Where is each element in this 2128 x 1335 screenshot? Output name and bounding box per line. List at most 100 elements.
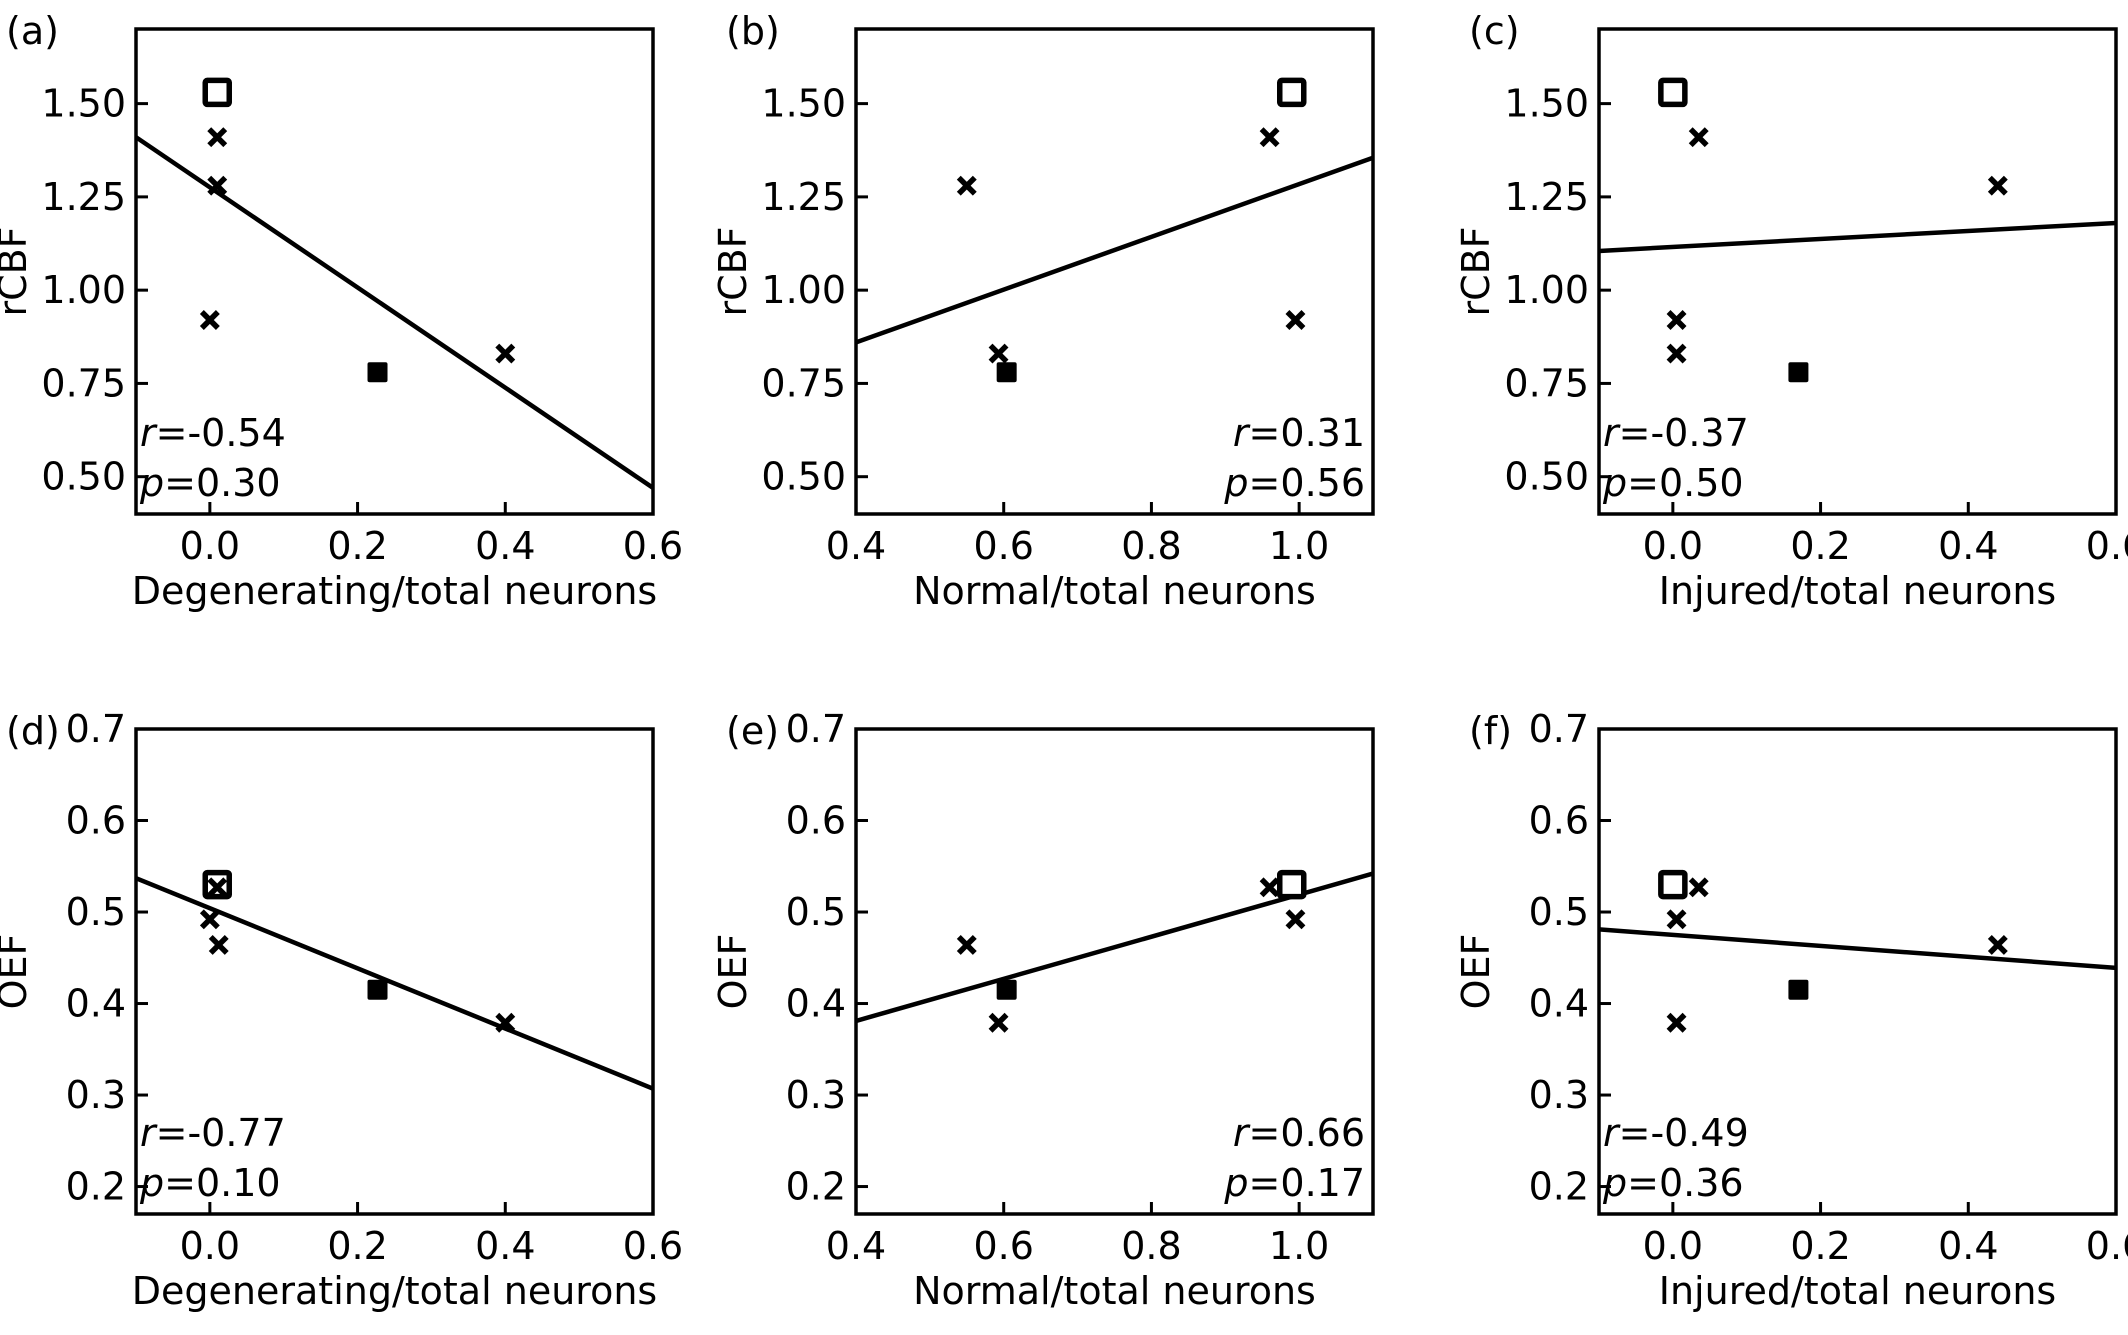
y-tick-label: 0.4 (786, 982, 846, 1026)
data-point-x (1666, 909, 1687, 930)
y-tick-label: 0.75 (761, 361, 846, 405)
panel-label: (c) (1469, 9, 1520, 53)
x-tick-label: 0.4 (475, 524, 535, 568)
x-tick-label: 0.4 (826, 524, 886, 568)
x-tick-label: 0.4 (1938, 524, 1998, 568)
panel-e: (e) 0.2 0.3 0.4 0.5 0.6 0.7 0.4 0.6 0.8 1.0Normal/… (711, 707, 1375, 1313)
data-point-open-square (202, 77, 232, 108)
y-tick-label: 0.75 (41, 361, 126, 405)
data-point-x (1259, 127, 1280, 148)
p-value-label: p=0.50 (1602, 461, 1744, 505)
p-value-label: p=0.10 (139, 1161, 281, 1205)
data-point-x (956, 175, 977, 196)
panel-d: (d)0.20.30.40.50.60.70.0 0.2 0.4 0.6Degener… (0, 707, 683, 1313)
y-tick-label: 1.50 (761, 82, 846, 126)
x-tick-label: 0.8 (1121, 524, 1181, 568)
panel-label: (f) (1469, 709, 1512, 753)
r-value-label: r=0.31 (1233, 411, 1365, 455)
x-tick-label: 0.8 (1121, 1224, 1181, 1268)
data-point-x (1259, 877, 1280, 898)
panel-c: (c) 0.50 0.75 1.00 1.25 1.50 0.0 0.2 0.4 0.6 Injur… (1454, 9, 2128, 613)
x-tick-label: 0.6 (973, 1224, 1033, 1268)
y-tick-label: 0.3 (1529, 1073, 1589, 1117)
y-axis-label: rCBF (0, 226, 35, 316)
y-axis-label: rCBF (1454, 226, 1498, 316)
y-tick-label: 0.5 (1529, 890, 1589, 934)
x-axis-label: Injured/total neurons (1659, 1269, 2056, 1313)
x-tick-label: 0.2 (1790, 524, 1850, 568)
data-point-x (1285, 909, 1306, 930)
data-point-x (1666, 343, 1687, 364)
x-tick-label: 0.0 (180, 1224, 240, 1268)
data-point-x (208, 935, 229, 955)
panel-f: (f) 0.2 0.3 0.4 0.5 0.6 0.7 0.0 0.2 0.4 0.6 Injured… (1454, 707, 2128, 1313)
data-point-open-square (1277, 77, 1307, 108)
panel-a: (a) 0.50 0.75 1.00 1.25 1.50 0.0 0.2 0.4 0.6Degen… (0, 9, 683, 613)
x-tick-label: 0.2 (327, 1224, 387, 1268)
x-axis-label: Degenerating/total neurons (132, 1269, 657, 1313)
panel-b: (b) 0.50 0.75 1.00 1.25 1.50 0.4 0.6 0.8 1.0Norma… (711, 9, 1375, 613)
data-point-x (1666, 1012, 1687, 1033)
x-tick-label: 0.4 (1938, 1224, 1998, 1268)
x-tick-label: 0.6 (623, 1224, 683, 1268)
y-tick-label: 1.25 (761, 175, 846, 219)
data-point-x (207, 175, 228, 196)
data-point-x (1987, 175, 2008, 196)
r-value-label: r=-0.37 (1603, 411, 1749, 455)
y-tick-label: 0.7 (66, 707, 126, 751)
r-value-label: r=-0.77 (140, 1111, 286, 1155)
plot-frame (854, 27, 1375, 516)
x-axis-label: Normal/total neurons (913, 1269, 1316, 1313)
regression-line (136, 135, 653, 490)
x-tick-label: 1.0 (1269, 524, 1329, 568)
y-axis-label: rCBF (711, 226, 755, 316)
y-tick-label: 0.2 (1529, 1165, 1589, 1209)
y-tick-label: 0.6 (1529, 799, 1589, 843)
panel-label: (d) (6, 709, 60, 753)
x-axis-label: Degenerating/total neurons (132, 569, 657, 613)
x-tick-label: 1.0 (1269, 1224, 1329, 1268)
plot-frame (134, 27, 655, 516)
x-tick-label: 0.6 (973, 524, 1033, 568)
data-point-x (207, 877, 228, 898)
y-tick-label: 0.7 (786, 707, 846, 751)
panel-label: (e) (726, 709, 779, 753)
data-point-filled-square (996, 362, 1017, 383)
y-tick-label: 0.6 (786, 799, 846, 843)
regression-line (1599, 927, 2116, 971)
y-tick-label: 0.5 (786, 890, 846, 934)
y-tick-label: 0.4 (66, 982, 126, 1026)
x-axis-label: Injured/total neurons (1659, 569, 2056, 613)
y-tick-label: 1.25 (41, 175, 126, 219)
data-point-x (495, 1012, 516, 1033)
y-tick-label: 0.4 (1529, 982, 1589, 1026)
x-tick-label: 0.6 (2086, 1224, 2128, 1268)
x-tick-label: 0.4 (826, 1224, 886, 1268)
data-point-open-square (1277, 869, 1307, 900)
y-tick-label: 0.2 (66, 1165, 126, 1209)
y-axis-label: OEF (711, 934, 755, 1010)
r-value-label: r=0.66 (1233, 1111, 1365, 1155)
x-tick-label: 0.2 (1790, 1224, 1850, 1268)
data-point-x (988, 1012, 1009, 1033)
y-tick-label: 1.25 (1504, 175, 1589, 219)
data-point-x (1666, 310, 1687, 330)
x-tick-label: 0.0 (1643, 524, 1703, 568)
y-tick-label: 0.3 (786, 1073, 846, 1117)
data-point-x (956, 935, 977, 955)
x-tick-label: 0.2 (327, 524, 387, 568)
y-axis-label: OEF (0, 934, 35, 1010)
data-point-open-square (1658, 869, 1688, 900)
y-axis-label: OEF (1454, 934, 1498, 1010)
data-point-x (1688, 127, 1709, 148)
y-tick-label: 0.50 (41, 455, 126, 499)
plot-frame (134, 727, 655, 1216)
r-value-label: r=-0.54 (140, 411, 286, 455)
regression-line (136, 876, 653, 1091)
x-axis-label: Normal/total neurons (913, 569, 1316, 613)
y-tick-label: 0.5 (66, 890, 126, 934)
data-point-x (1987, 935, 2008, 955)
r-value-label: r=-0.49 (1603, 1111, 1749, 1155)
y-tick-label: 1.50 (1504, 82, 1589, 126)
y-tick-label: 0.50 (761, 455, 846, 499)
